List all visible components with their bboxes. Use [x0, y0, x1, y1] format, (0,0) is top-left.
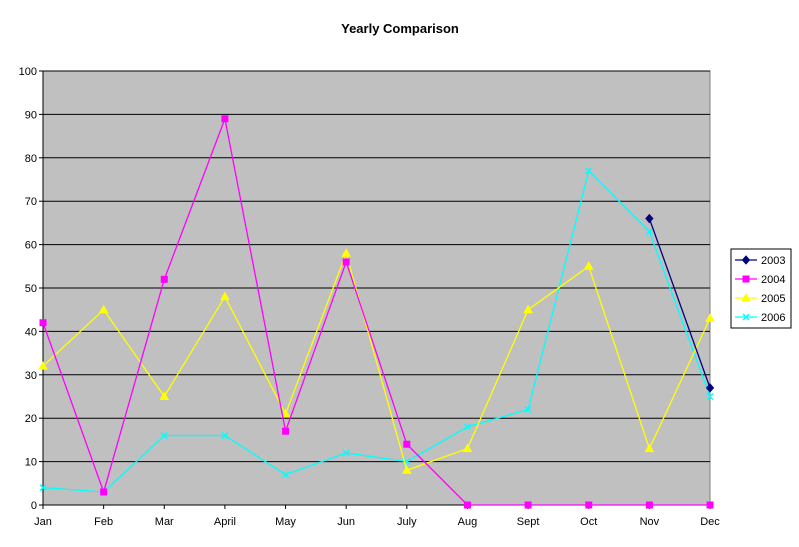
- legend-item-2004: 2004: [735, 274, 785, 286]
- legend-label: 2003: [761, 255, 785, 267]
- data-point: [742, 275, 750, 283]
- legend-item-2003: 2003: [735, 255, 785, 267]
- data-point: [38, 361, 48, 370]
- data-point: [583, 261, 594, 270]
- data-point: [342, 449, 350, 457]
- x-tick-label: Feb: [94, 516, 113, 528]
- y-tick-label: 70: [25, 196, 37, 208]
- x-tick-label: Jun: [337, 516, 355, 528]
- data-point: [282, 427, 290, 435]
- data-point: [645, 228, 653, 236]
- y-tick-label: 40: [25, 326, 37, 338]
- x-tick-label: Oct: [580, 516, 597, 528]
- data-point: [706, 392, 714, 401]
- x-tick-label: Aug: [458, 516, 478, 528]
- legend-item-2006: 2006: [735, 312, 785, 324]
- data-point: [342, 258, 350, 266]
- legend-label: 2006: [761, 312, 785, 324]
- series-2003: [645, 213, 715, 393]
- data-point: [221, 432, 229, 440]
- data-point: [463, 501, 471, 509]
- data-point: [524, 405, 532, 414]
- x-axis-ticks: Jan Feb Mar April May Jun July Aug Sept Oct Nov Dec: [34, 504, 720, 528]
- data-point: [741, 255, 751, 265]
- data-point: [98, 304, 109, 314]
- series-2004: [39, 115, 714, 509]
- y-tick-label: 80: [25, 153, 37, 165]
- data-point: [645, 501, 653, 509]
- data-point: [585, 167, 593, 175]
- data-point: [463, 423, 471, 431]
- data-point: [742, 313, 750, 321]
- data-point: [705, 383, 715, 393]
- x-tick-label: Jan: [34, 516, 52, 528]
- x-tick-label: Mar: [155, 516, 174, 528]
- series-2006: [39, 167, 714, 496]
- data-point: [741, 292, 751, 302]
- series-group: [38, 115, 715, 509]
- x-tick-label: April: [214, 516, 236, 528]
- data-point: [159, 391, 170, 400]
- data-point: [221, 115, 229, 123]
- data-point: [100, 488, 108, 496]
- data-point: [462, 443, 473, 453]
- y-tick-label: 20: [25, 413, 37, 425]
- data-point: [39, 319, 47, 327]
- x-tick-label: Sept: [517, 516, 540, 528]
- data-point: [401, 465, 412, 474]
- data-point: [524, 501, 532, 509]
- y-tick-label: 30: [25, 370, 37, 382]
- y-tick-label: 50: [25, 283, 37, 295]
- y-tick-label: 100: [19, 66, 37, 78]
- x-tick-label: May: [275, 516, 296, 528]
- data-point: [160, 432, 168, 440]
- data-point: [705, 313, 715, 322]
- legend: 2003 2004 2005 2006: [730, 248, 792, 329]
- x-tick-label: July: [397, 516, 417, 528]
- y-axis-ticks: 0 10 20 30 40 50 60 70 80 90 100: [19, 66, 44, 512]
- data-point: [282, 471, 290, 479]
- data-point: [341, 248, 352, 257]
- data-point: [645, 213, 654, 224]
- data-point: [706, 501, 714, 509]
- legend-item-2005: 2005: [735, 292, 785, 305]
- series-2005: [38, 248, 715, 474]
- data-point: [39, 484, 47, 492]
- x-tick-label: Nov: [640, 516, 660, 528]
- y-tick-label: 90: [25, 109, 37, 121]
- series-line: [42, 251, 711, 472]
- y-tick-label: 0: [31, 500, 37, 512]
- data-point: [220, 291, 230, 301]
- gridlines: [43, 70, 710, 463]
- x-tick-label: Dec: [700, 516, 720, 528]
- legend-box: [730, 248, 792, 329]
- data-point: [403, 440, 411, 448]
- chart-title: Yearly Comparison: [341, 21, 459, 36]
- data-point: [160, 275, 168, 283]
- data-point: [644, 443, 655, 453]
- data-point: [280, 408, 291, 418]
- legend-label: 2004: [761, 274, 785, 286]
- series-line: [648, 218, 711, 389]
- data-point: [523, 304, 533, 314]
- series-line: [42, 116, 710, 506]
- legend-label: 2005: [761, 293, 785, 305]
- y-tick-label: 10: [25, 457, 37, 469]
- data-point: [585, 501, 593, 509]
- series-line: [42, 169, 711, 493]
- y-tick-label: 60: [25, 240, 37, 252]
